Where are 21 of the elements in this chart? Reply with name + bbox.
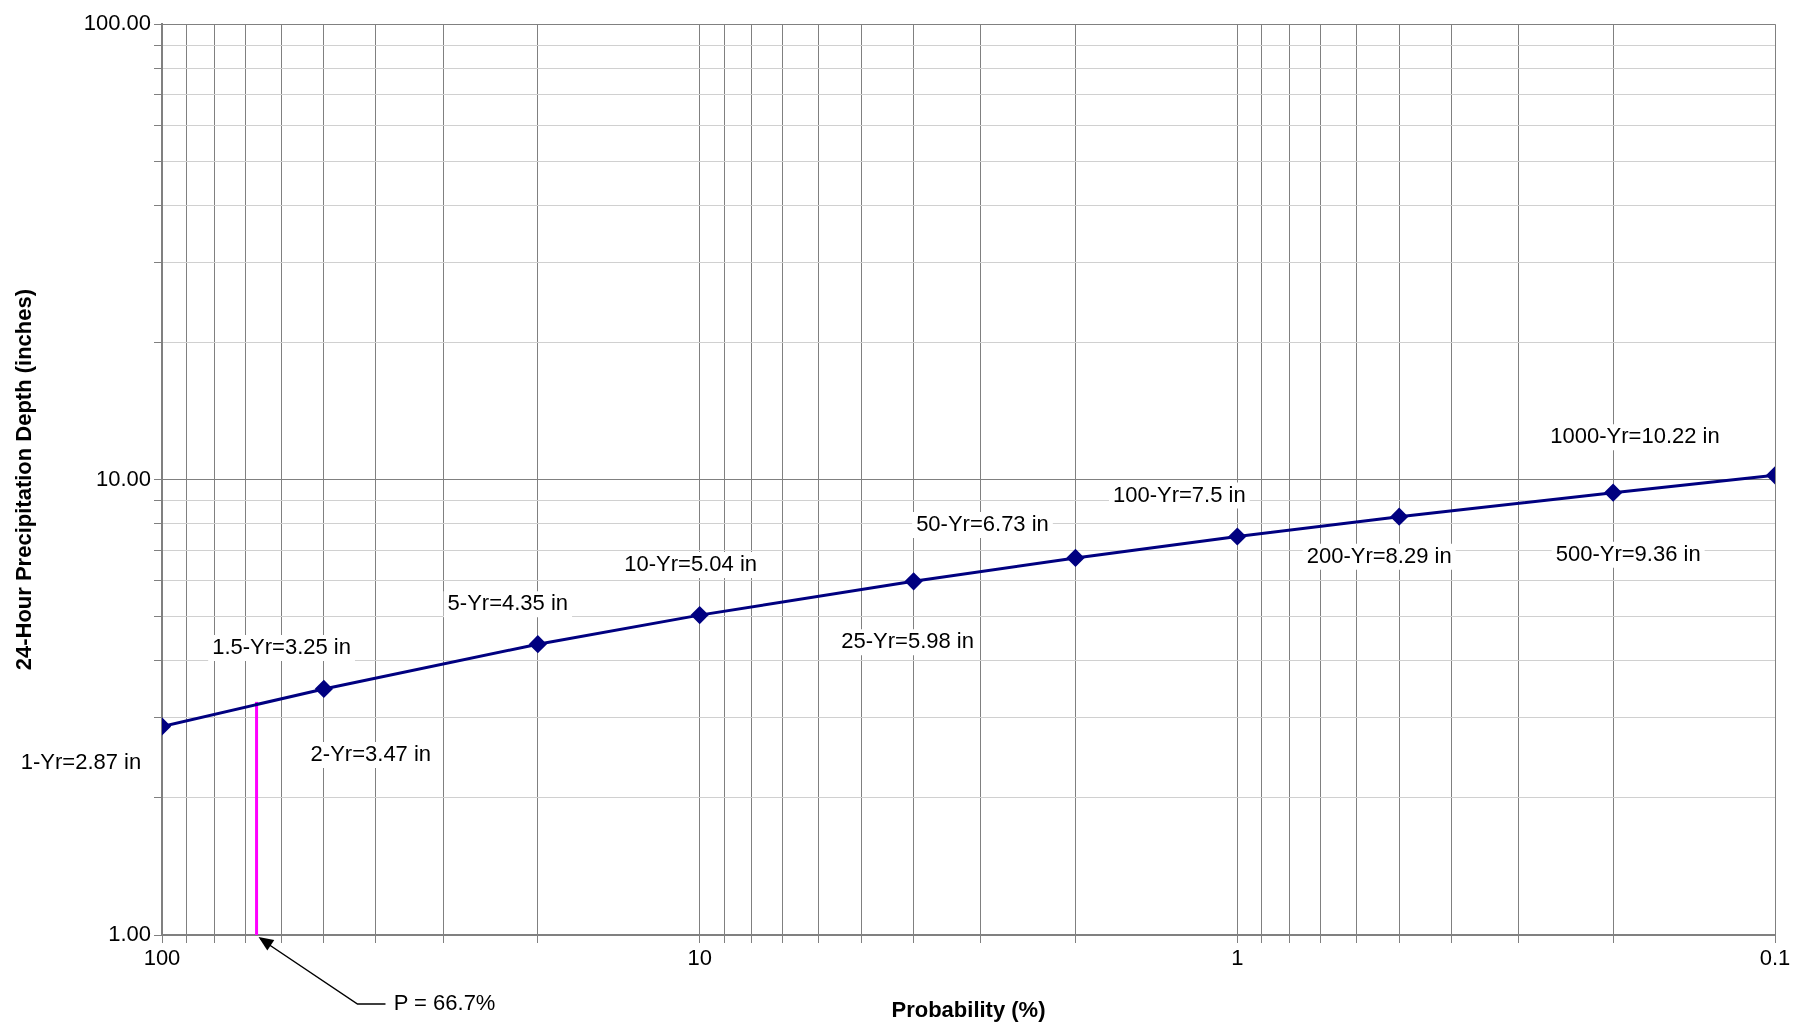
annotation: 25-Yr=5.98 in xyxy=(841,628,974,654)
annotation: 1-Yr=2.87 in xyxy=(20,748,142,774)
y-tick-label: 1.00 xyxy=(108,921,151,947)
annotation: 100-Yr=7.5 in xyxy=(1112,481,1246,507)
x-tick-label: 10 xyxy=(687,945,712,971)
x-axis-title: Probability (%) xyxy=(891,996,1046,1022)
annotation: 5-Yr=4.35 in xyxy=(447,590,569,616)
annotation: 2-Yr=3.47 in xyxy=(310,741,432,766)
x-tick-label: 100 xyxy=(143,945,181,971)
annotation: 10-Yr=5.04 in xyxy=(624,551,758,577)
y-axis-title: 24-Hour Precipitation Depth (inches) xyxy=(11,288,37,671)
annotation: 500-Yr=9.36 in xyxy=(1555,540,1701,566)
y-tick-label: 10.00 xyxy=(95,465,151,491)
annotation: 50-Yr=6.73 in xyxy=(916,510,1049,536)
annotation: 1000-Yr=10.22 in xyxy=(1550,423,1720,449)
x-tick-label: 1 xyxy=(1231,945,1244,971)
x-tick-label: 0.1 xyxy=(1759,945,1791,971)
annotation: 1.5-Yr=3.25 in xyxy=(212,633,351,659)
annotation: P = 66.7% xyxy=(393,990,496,1016)
annotation: 200-Yr=8.29 in xyxy=(1306,542,1452,568)
y-tick-label: 100.00 xyxy=(83,10,151,36)
